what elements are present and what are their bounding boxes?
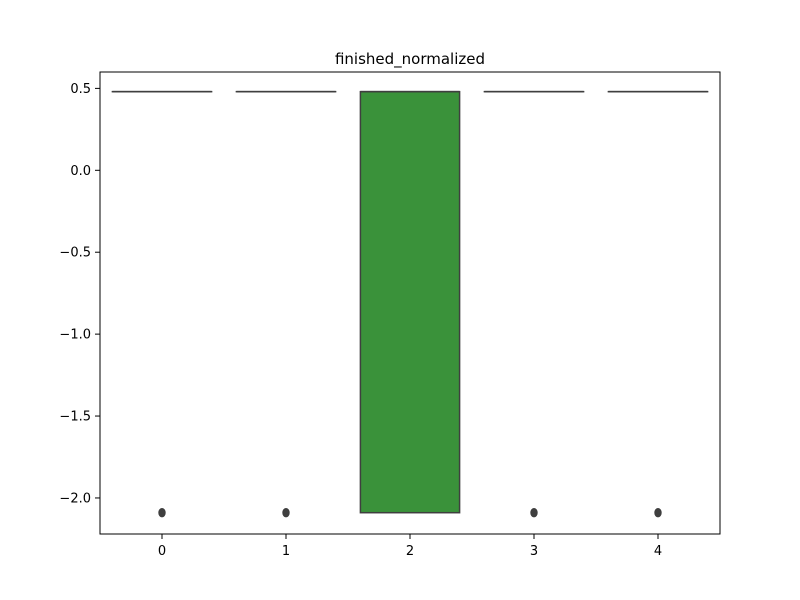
x-tick-label: 3 bbox=[530, 544, 538, 559]
x-tick-label: 1 bbox=[282, 544, 290, 559]
box-4 bbox=[607, 90, 709, 518]
x-tick-label: 0 bbox=[158, 544, 166, 559]
y-tick-label: −1.5 bbox=[59, 410, 91, 425]
y-axis: 0.5 0.0 −0.5 −1.0 −1.5 −2.0 bbox=[59, 82, 100, 506]
x-tick-label: 2 bbox=[406, 544, 414, 559]
chart-title: finished_normalized bbox=[335, 50, 485, 69]
y-tick-label: −1.0 bbox=[59, 328, 91, 343]
y-tick-label: 0.5 bbox=[70, 82, 91, 97]
x-axis: 0 1 2 3 4 bbox=[158, 534, 662, 559]
outlier-point bbox=[530, 508, 538, 518]
box-body bbox=[359, 90, 461, 514]
box-1 bbox=[235, 90, 337, 518]
box-0 bbox=[111, 90, 213, 518]
plot-area bbox=[111, 90, 709, 518]
y-tick-label: 0.0 bbox=[70, 164, 91, 179]
outlier-point bbox=[158, 508, 166, 518]
outlier-point bbox=[282, 508, 290, 518]
box-2 bbox=[359, 90, 461, 514]
y-tick-label: −0.5 bbox=[59, 246, 91, 261]
outlier-point bbox=[654, 508, 662, 518]
x-tick-label: 4 bbox=[654, 544, 662, 559]
box-3 bbox=[483, 90, 585, 518]
y-tick-label: −2.0 bbox=[59, 491, 91, 506]
